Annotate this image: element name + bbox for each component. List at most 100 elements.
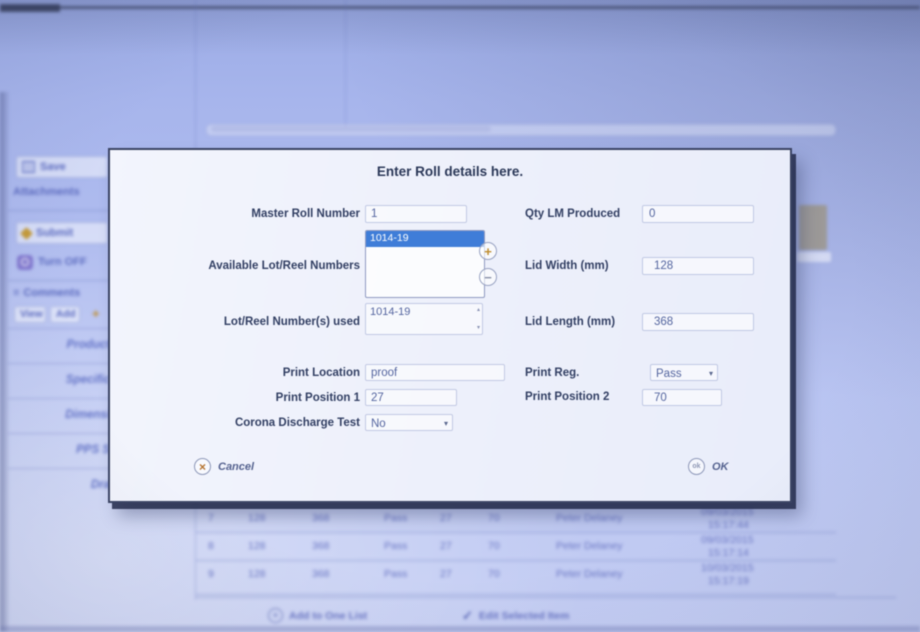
cell-pos2: 70	[488, 512, 500, 524]
cell-operator: Peter Delaney	[556, 512, 623, 524]
sidebar-item-specific[interactable]: Specific	[8, 363, 112, 398]
listbox-selected-item[interactable]: 1014-19	[366, 231, 484, 247]
edit-icon: ✓	[462, 608, 473, 623]
lid-width-input[interactable]: 128	[642, 257, 754, 275]
sidebar-item-product[interactable]: Product	[8, 328, 112, 363]
cell-row-number: 7	[208, 512, 214, 524]
background-panel-2	[797, 252, 831, 262]
cell-lid-length: 368	[312, 512, 330, 524]
lid-length-input[interactable]: 368	[642, 313, 754, 331]
submit-label: Submit	[36, 227, 74, 239]
corona-discharge-test-label: Corona Discharge Test	[234, 417, 360, 429]
horizontal-scrollbar[interactable]	[206, 124, 836, 136]
close-icon: ×	[198, 459, 206, 474]
chevron-down-icon: ▾	[443, 419, 448, 428]
lid-width-label: Lid Width (mm)	[525, 260, 609, 272]
ok-circle: ok	[688, 458, 705, 475]
cancel-button[interactable]: × Cancel	[194, 458, 254, 475]
turn-off-button[interactable]: Turn OFF	[12, 250, 114, 274]
chevron-down-icon: ▾	[708, 369, 713, 378]
roll-details-dialog: Enter Roll details here. Master Roll Num…	[108, 148, 792, 503]
turn-off-label: Turn OFF	[38, 256, 87, 268]
remove-lot-button[interactable]: −	[479, 268, 497, 286]
cell-pos2: 70	[488, 540, 500, 552]
cell-print-reg: Pass	[384, 568, 408, 580]
lot-reel-used-label: Lot/Reel Number(s) used	[223, 316, 360, 328]
available-lot-reel-listbox[interactable]: 1014-19	[365, 230, 485, 298]
background-panel	[799, 205, 827, 250]
row-divider	[196, 560, 836, 561]
save-button[interactable]: Save	[16, 156, 108, 178]
submit-icon	[20, 226, 33, 240]
cell-time: 15:17:14	[708, 547, 749, 559]
cell-row-number: 9	[208, 568, 214, 580]
sidebar-plus-icon[interactable]: +	[92, 306, 100, 321]
sidebar-links: Product Specific Dimensi PPS S Dra	[8, 328, 112, 503]
sidebar-item-dimensions[interactable]: Dimensi	[8, 398, 112, 433]
cell-print-reg: Pass	[384, 540, 408, 552]
add-to-list-button[interactable]: + Add to One List	[268, 608, 367, 623]
cell-operator: Peter Delaney	[556, 540, 623, 552]
cell-lid-width: 128	[248, 512, 266, 524]
sidebar-item-dra[interactable]: Dra	[8, 468, 112, 503]
corona-discharge-value: No	[371, 417, 386, 430]
spinner-down-icon[interactable]: ▾	[476, 325, 480, 331]
power-icon	[17, 254, 33, 270]
comments-label: Comments	[23, 287, 81, 299]
edit-selected-button[interactable]: ✓ Edit Selected Item	[462, 608, 569, 624]
print-location-label: Print Location	[282, 367, 360, 379]
cell-pos1: 27	[440, 540, 452, 552]
save-label: Save	[40, 161, 66, 173]
table-row[interactable]: 9 128 368 Pass 27 70 Peter Delaney 10/03…	[196, 562, 856, 590]
minus-icon: −	[484, 269, 492, 285]
cell-date: 10/03/2015	[701, 562, 754, 574]
row-divider	[196, 532, 836, 533]
print-reg-label: Print Reg.	[525, 367, 580, 379]
print-reg-dropdown[interactable]: Pass ▾	[650, 364, 718, 381]
print-position-1-input[interactable]: 27	[365, 389, 457, 406]
cell-pos1: 27	[440, 512, 452, 524]
ok-label: OK	[712, 460, 729, 473]
ok-button[interactable]: ok OK	[688, 458, 729, 475]
cell-lid-width: 128	[248, 540, 266, 552]
qty-lm-produced-input[interactable]: 0	[642, 205, 754, 223]
add-button[interactable]: Add	[50, 306, 80, 323]
cell-pos2: 70	[488, 568, 500, 580]
ok-icon: ok	[692, 463, 701, 470]
save-icon	[22, 161, 35, 173]
lot-reel-used-textarea[interactable]: 1014-19 ▴ ▾	[365, 303, 483, 335]
footer-divider	[196, 597, 896, 598]
cell-lid-length: 368	[312, 540, 330, 552]
scrollbar-thumb[interactable]	[211, 126, 491, 132]
print-location-input[interactable]: proof	[365, 364, 505, 381]
master-roll-number-label: Master Roll Number	[251, 208, 360, 220]
screen-left-edge	[0, 92, 9, 632]
print-position-1-label: Print Position 1	[275, 392, 360, 404]
add-lot-button[interactable]: +	[479, 242, 497, 260]
master-roll-number-input[interactable]: 1	[365, 205, 467, 223]
cell-time: 15:17:19	[708, 575, 749, 587]
column-divider-2	[345, 0, 346, 128]
add-to-list-label: Add to One List	[289, 609, 368, 622]
sidebar-divider	[8, 210, 110, 211]
table-row[interactable]: 7 128 368 Pass 27 70 Peter Delaney 09/03…	[196, 506, 856, 534]
plus-icon: +	[484, 243, 492, 259]
add-label: Add	[56, 309, 76, 320]
spinner-up-icon[interactable]: ▴	[476, 307, 480, 313]
corona-discharge-dropdown[interactable]: No ▾	[365, 414, 453, 431]
comments-link[interactable]: ≡ Comments	[13, 287, 80, 299]
print-position-2-input[interactable]: 70	[642, 389, 722, 406]
results-table: 7 128 368 Pass 27 70 Peter Delaney 09/03…	[196, 504, 856, 598]
dialog-title: Enter Roll details here.	[376, 164, 524, 179]
table-row[interactable]: 8 128 368 Pass 27 70 Peter Delaney 09/03…	[196, 534, 856, 562]
view-button[interactable]: View	[14, 306, 46, 323]
screen-bottom-edge	[0, 626, 920, 632]
attachments-link[interactable]: Attachments	[13, 186, 80, 198]
cell-print-reg: Pass	[384, 512, 408, 524]
sidebar-item-pps[interactable]: PPS S	[8, 433, 112, 468]
cell-lid-length: 368	[312, 568, 330, 580]
submit-button[interactable]: Submit	[16, 222, 108, 244]
cancel-circle: ×	[194, 458, 211, 475]
